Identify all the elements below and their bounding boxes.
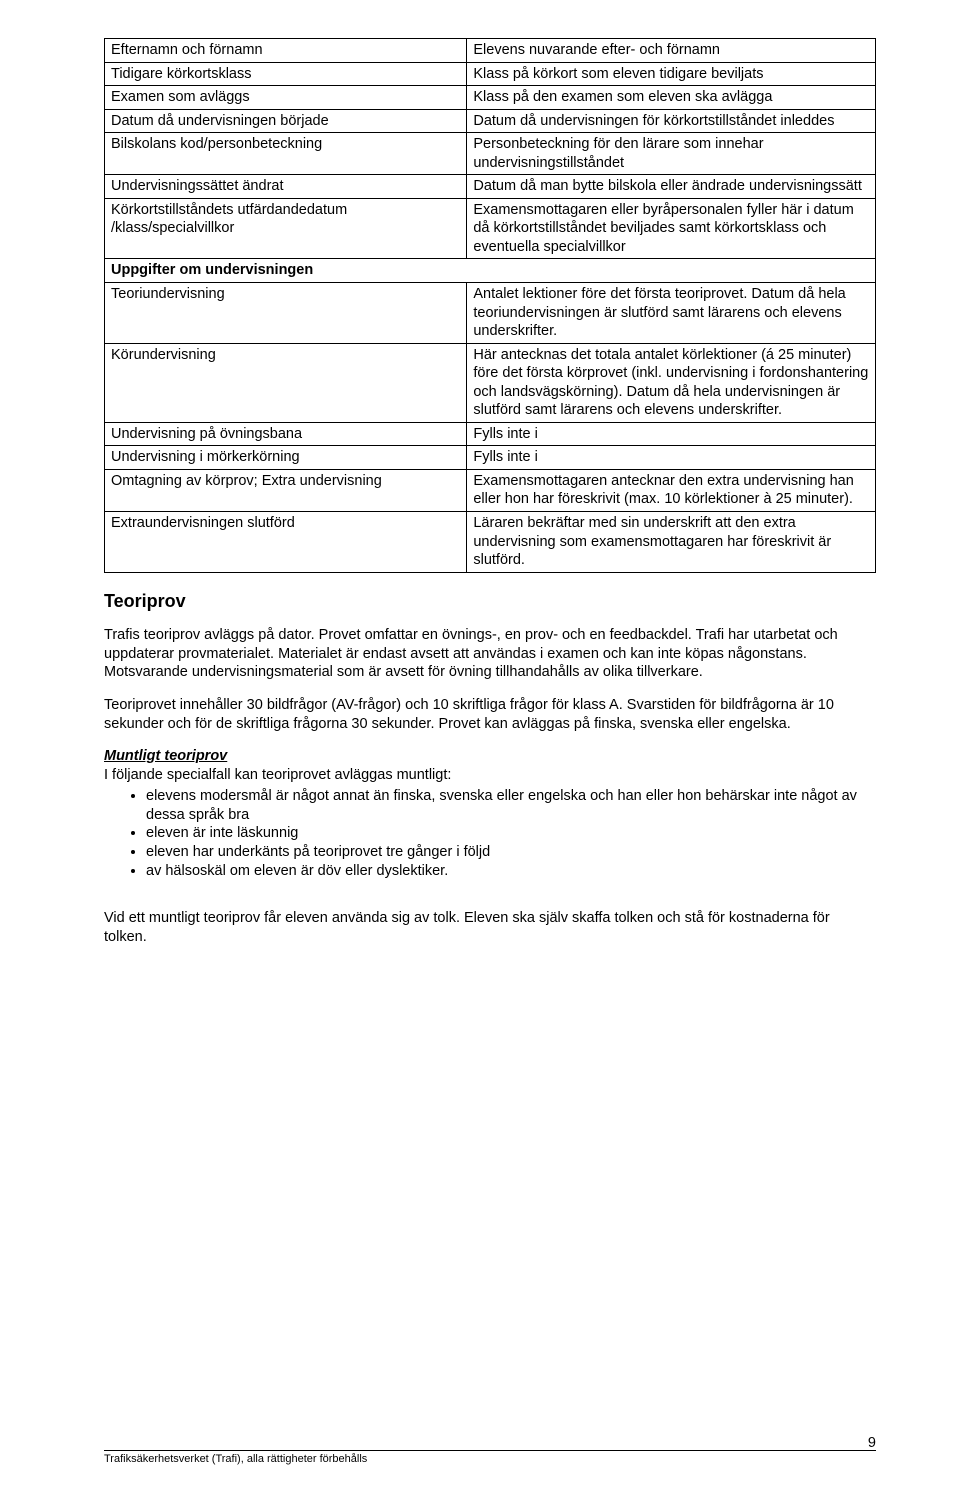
table-cell-term: Teoriundervisning bbox=[105, 283, 467, 344]
list-item: av hälsoskäl om eleven är döv eller dysl… bbox=[146, 862, 876, 881]
table-row: Uppgifter om undervisningen bbox=[105, 259, 876, 283]
table-row: Datum då undervisningen börjadeDatum då … bbox=[105, 109, 876, 133]
table-row: Undervisning på övningsbanaFylls inte i bbox=[105, 422, 876, 446]
list-item: eleven har underkänts på teoriprovet tre… bbox=[146, 843, 876, 862]
table-cell-definition: Klass på körkort som eleven tidigare bev… bbox=[467, 62, 876, 86]
table-cell-term: Körundervisning bbox=[105, 343, 467, 422]
table-row: Tidigare körkortsklassKlass på körkort s… bbox=[105, 62, 876, 86]
table-cell-term: Undervisning på övningsbana bbox=[105, 422, 467, 446]
table-row: Efternamn och förnamnElevens nuvarande e… bbox=[105, 39, 876, 63]
table-cell-definition: Personbeteckning för den lärare som inne… bbox=[467, 133, 876, 175]
table-cell-definition: Elevens nuvarande efter- och förnamn bbox=[467, 39, 876, 63]
table-cell-definition: Datum då man bytte bilskola eller ändrad… bbox=[467, 175, 876, 199]
table-cell-definition: Datum då undervisningen för körkortstill… bbox=[467, 109, 876, 133]
table-cell-term: Examen som avläggs bbox=[105, 86, 467, 110]
table-row: TeoriundervisningAntalet lektioner före … bbox=[105, 283, 876, 344]
table-cell-definition: Läraren bekräftar med sin underskrift at… bbox=[467, 512, 876, 573]
table-cell-term: Datum då undervisningen började bbox=[105, 109, 467, 133]
footer-text: Trafiksäkerhetsverket (Trafi), alla rätt… bbox=[104, 1453, 367, 1465]
table-cell-definition: Examensmottagaren antecknar den extra un… bbox=[467, 469, 876, 511]
table-row: Körkortstillståndets utfärdandedatum /kl… bbox=[105, 198, 876, 259]
table-cell-definition: Fylls inte i bbox=[467, 446, 876, 470]
table-cell-definition: Klass på den examen som eleven ska avläg… bbox=[467, 86, 876, 110]
table-row: Undervisning i mörkerkörningFylls inte i bbox=[105, 446, 876, 470]
heading-teoriprov: Teoriprov bbox=[104, 591, 876, 612]
table-section-header: Uppgifter om undervisningen bbox=[105, 259, 876, 283]
table-row: Bilskolans kod/personbeteckningPersonbet… bbox=[105, 133, 876, 175]
table-cell-term: Extraundervisningen slutförd bbox=[105, 512, 467, 573]
page-number: 9 bbox=[868, 1435, 876, 1451]
table-cell-term: Körkortstillståndets utfärdandedatum /kl… bbox=[105, 198, 467, 259]
muntligt-bullet-list: elevens modersmål är något annat än fins… bbox=[104, 787, 876, 881]
muntligt-section: Muntligt teoriprov I följande specialfal… bbox=[104, 748, 876, 881]
document-page: Efternamn och förnamnElevens nuvarande e… bbox=[0, 0, 960, 1497]
muntligt-intro-line: I följande specialfall kan teoriprovet a… bbox=[104, 766, 876, 785]
table-row: Extraundervisningen slutfördLäraren bekr… bbox=[105, 512, 876, 573]
table-cell-term: Efternamn och förnamn bbox=[105, 39, 467, 63]
table-row: KörundervisningHär antecknas det totala … bbox=[105, 343, 876, 422]
list-item: eleven är inte läskunnig bbox=[146, 824, 876, 843]
table-cell-definition: Examensmottagaren eller byråpersonalen f… bbox=[467, 198, 876, 259]
table-cell-term: Undervisningssättet ändrat bbox=[105, 175, 467, 199]
subheading-muntligt: Muntligt teoriprov bbox=[104, 748, 876, 764]
page-footer: Trafiksäkerhetsverket (Trafi), alla rätt… bbox=[104, 1450, 876, 1469]
table-cell-definition: Här antecknas det totala antalet körlekt… bbox=[467, 343, 876, 422]
paragraph-teoriprov-details: Teoriprovet innehåller 30 bildfrågor (AV… bbox=[104, 696, 876, 734]
table-cell-definition: Fylls inte i bbox=[467, 422, 876, 446]
table-row: Omtagning av körprov; Extra undervisning… bbox=[105, 469, 876, 511]
table-cell-term: Tidigare körkortsklass bbox=[105, 62, 467, 86]
table-cell-term: Omtagning av körprov; Extra undervisning bbox=[105, 469, 467, 511]
table-row: Undervisningssättet ändratDatum då man b… bbox=[105, 175, 876, 199]
paragraph-teoriprov-intro: Trafis teoriprov avläggs på dator. Prove… bbox=[104, 626, 876, 683]
table-cell-term: Bilskolans kod/personbeteckning bbox=[105, 133, 467, 175]
table-cell-definition: Antalet lektioner före det första teorip… bbox=[467, 283, 876, 344]
paragraph-tolk: Vid ett muntligt teoriprov får eleven an… bbox=[104, 909, 876, 947]
table-row: Examen som avläggsKlass på den examen so… bbox=[105, 86, 876, 110]
definitions-table: Efternamn och förnamnElevens nuvarande e… bbox=[104, 38, 876, 573]
list-item: elevens modersmål är något annat än fins… bbox=[146, 787, 876, 825]
table-cell-term: Undervisning i mörkerkörning bbox=[105, 446, 467, 470]
